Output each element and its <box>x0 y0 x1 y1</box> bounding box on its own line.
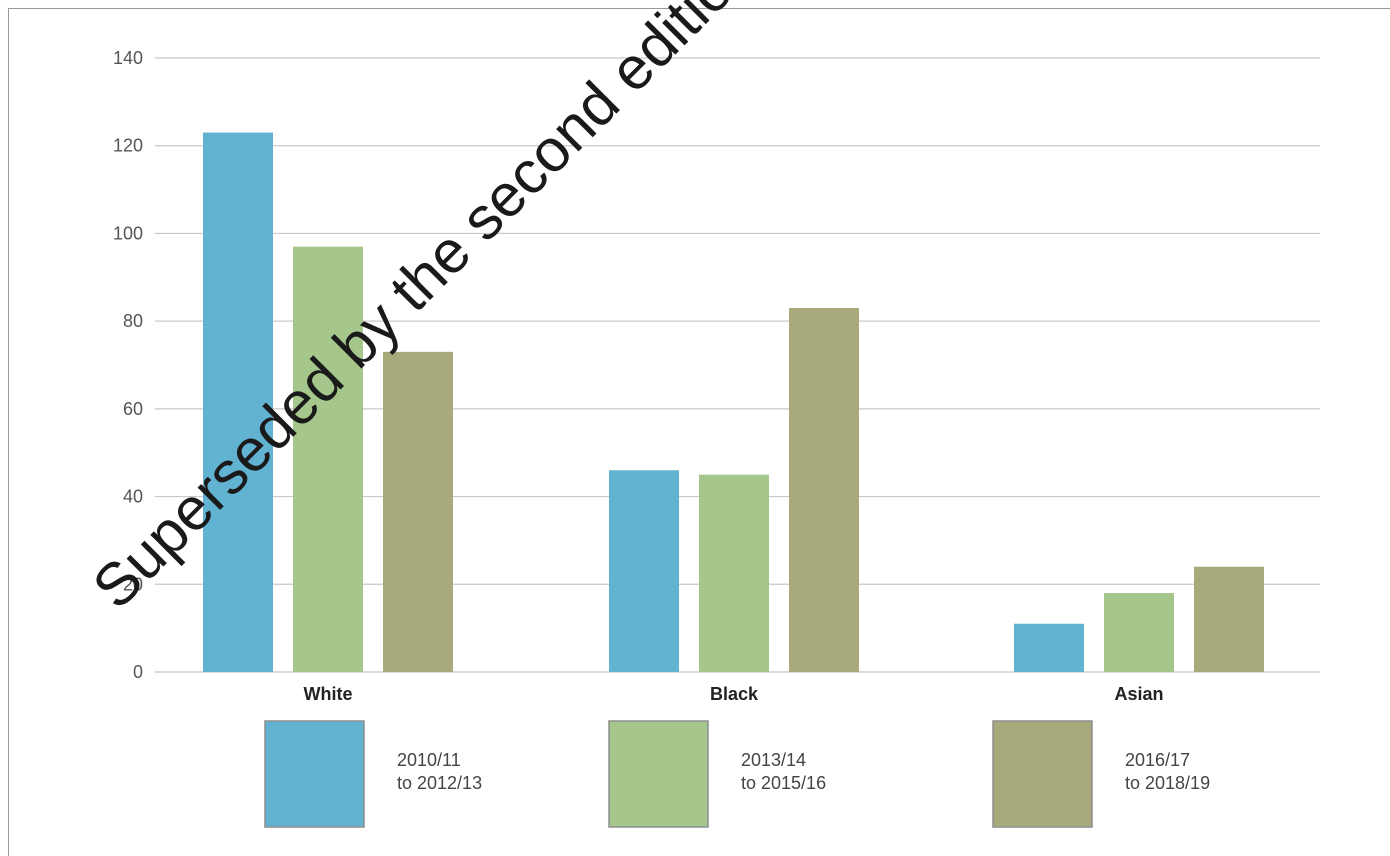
y-tick-label: 60 <box>123 399 143 419</box>
legend: 2010/11 to 2012/13 2013/14 to 2015/16 2016/1… <box>264 720 1210 828</box>
y-axis-ticks: 0 20 40 60 80 100 120 140 <box>113 48 143 682</box>
bar-black-series-3 <box>789 307 859 672</box>
bar-white-series-3 <box>383 351 453 672</box>
category-label: White <box>304 684 353 704</box>
y-tick-label: 20 <box>123 574 143 594</box>
category-labels: White Black Asian <box>304 684 1164 704</box>
y-tick-label: 100 <box>113 223 143 243</box>
y-tick-label: 140 <box>113 48 143 68</box>
bar-black-series-2 <box>699 474 769 672</box>
legend-item: 2010/11 to 2012/13 <box>264 720 482 828</box>
bars <box>203 132 1264 673</box>
bar-asian-series-2 <box>1104 593 1174 672</box>
category-label: Asian <box>1114 684 1163 704</box>
bar-asian-series-3 <box>1194 566 1264 672</box>
bar-white-series-1 <box>203 132 273 673</box>
y-tick-label: 80 <box>123 311 143 331</box>
bar-black-series-1 <box>609 470 679 672</box>
legend-label: 2016/17 to 2018/19 <box>1125 750 1210 793</box>
bar-asian-series-1 <box>1014 623 1084 672</box>
legend-swatch <box>264 720 365 828</box>
legend-swatch <box>608 720 709 828</box>
chart-frame <box>8 8 1390 856</box>
y-tick-label: 40 <box>123 487 143 507</box>
y-tick-label: 120 <box>113 136 143 156</box>
y-tick-label: 0 <box>133 662 143 682</box>
legend-label: 2013/14 to 2015/16 <box>741 750 826 793</box>
legend-swatch <box>992 720 1093 828</box>
legend-item: 2013/14 to 2015/16 <box>608 720 826 828</box>
category-label: Black <box>710 684 759 704</box>
legend-item: 2016/17 to 2018/19 <box>992 720 1210 828</box>
bar-white-series-2 <box>293 246 363 673</box>
legend-label: 2010/11 to 2012/13 <box>397 750 482 793</box>
